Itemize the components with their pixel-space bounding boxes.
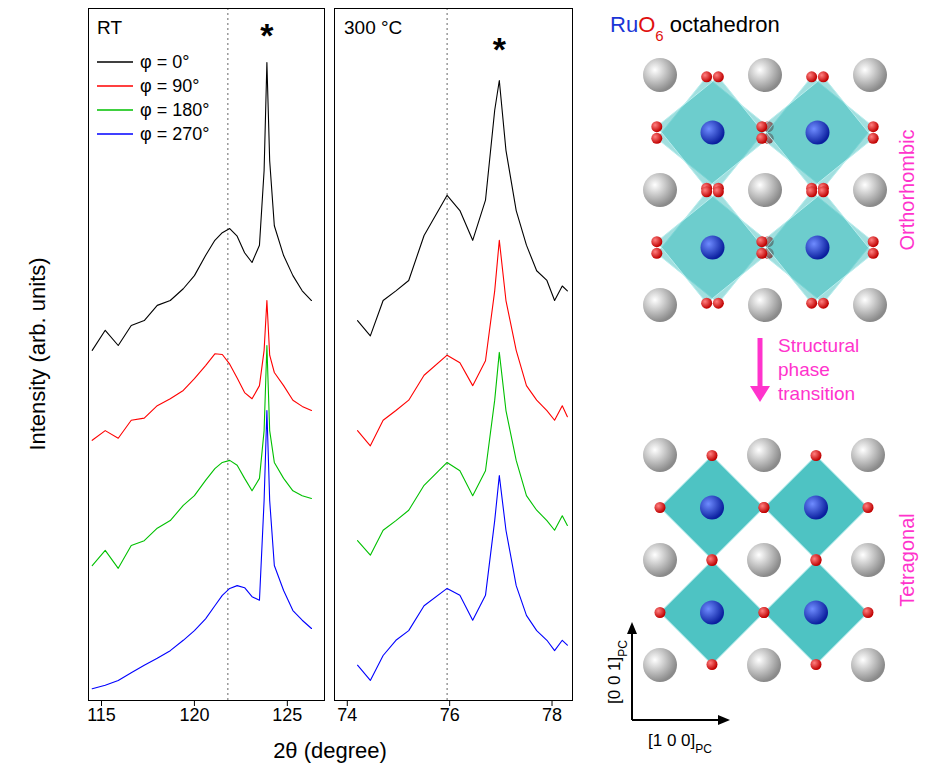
svg-text:300 °C: 300 °C [344, 17, 402, 38]
svg-text:78: 78 [542, 705, 562, 725]
svg-text:φ = 0°: φ = 0° [140, 52, 189, 72]
svg-text:φ = 90°: φ = 90° [140, 76, 199, 96]
svg-text:*: * [493, 30, 507, 68]
svg-text:RuO6 octahedron: RuO6 octahedron [610, 12, 780, 44]
svg-text:125: 125 [272, 705, 302, 725]
svg-text:φ = 180°: φ = 180° [140, 100, 209, 120]
svg-text:115: 115 [87, 705, 116, 725]
svg-text:Structural: Structural [778, 335, 859, 356]
svg-text:Intensity (arb. units): Intensity (arb. units) [25, 257, 50, 450]
svg-text:Orthorhombic: Orthorhombic [896, 129, 918, 250]
svg-text:φ = 270°: φ = 270° [140, 124, 209, 144]
svg-text:76: 76 [440, 705, 460, 725]
svg-text:Tetragonal: Tetragonal [896, 513, 918, 606]
svg-text:74: 74 [337, 705, 357, 725]
svg-text:[0 0 1]PC: [0 0 1]PC [605, 640, 630, 704]
svg-text:[1 0 0]PC: [1 0 0]PC [648, 731, 712, 756]
svg-text:2θ (degree): 2θ (degree) [273, 738, 387, 763]
svg-text:RT: RT [97, 17, 122, 38]
svg-text:transition: transition [778, 383, 855, 404]
svg-text:*: * [260, 16, 274, 54]
svg-text:phase: phase [778, 359, 830, 380]
svg-text:120: 120 [179, 705, 209, 725]
